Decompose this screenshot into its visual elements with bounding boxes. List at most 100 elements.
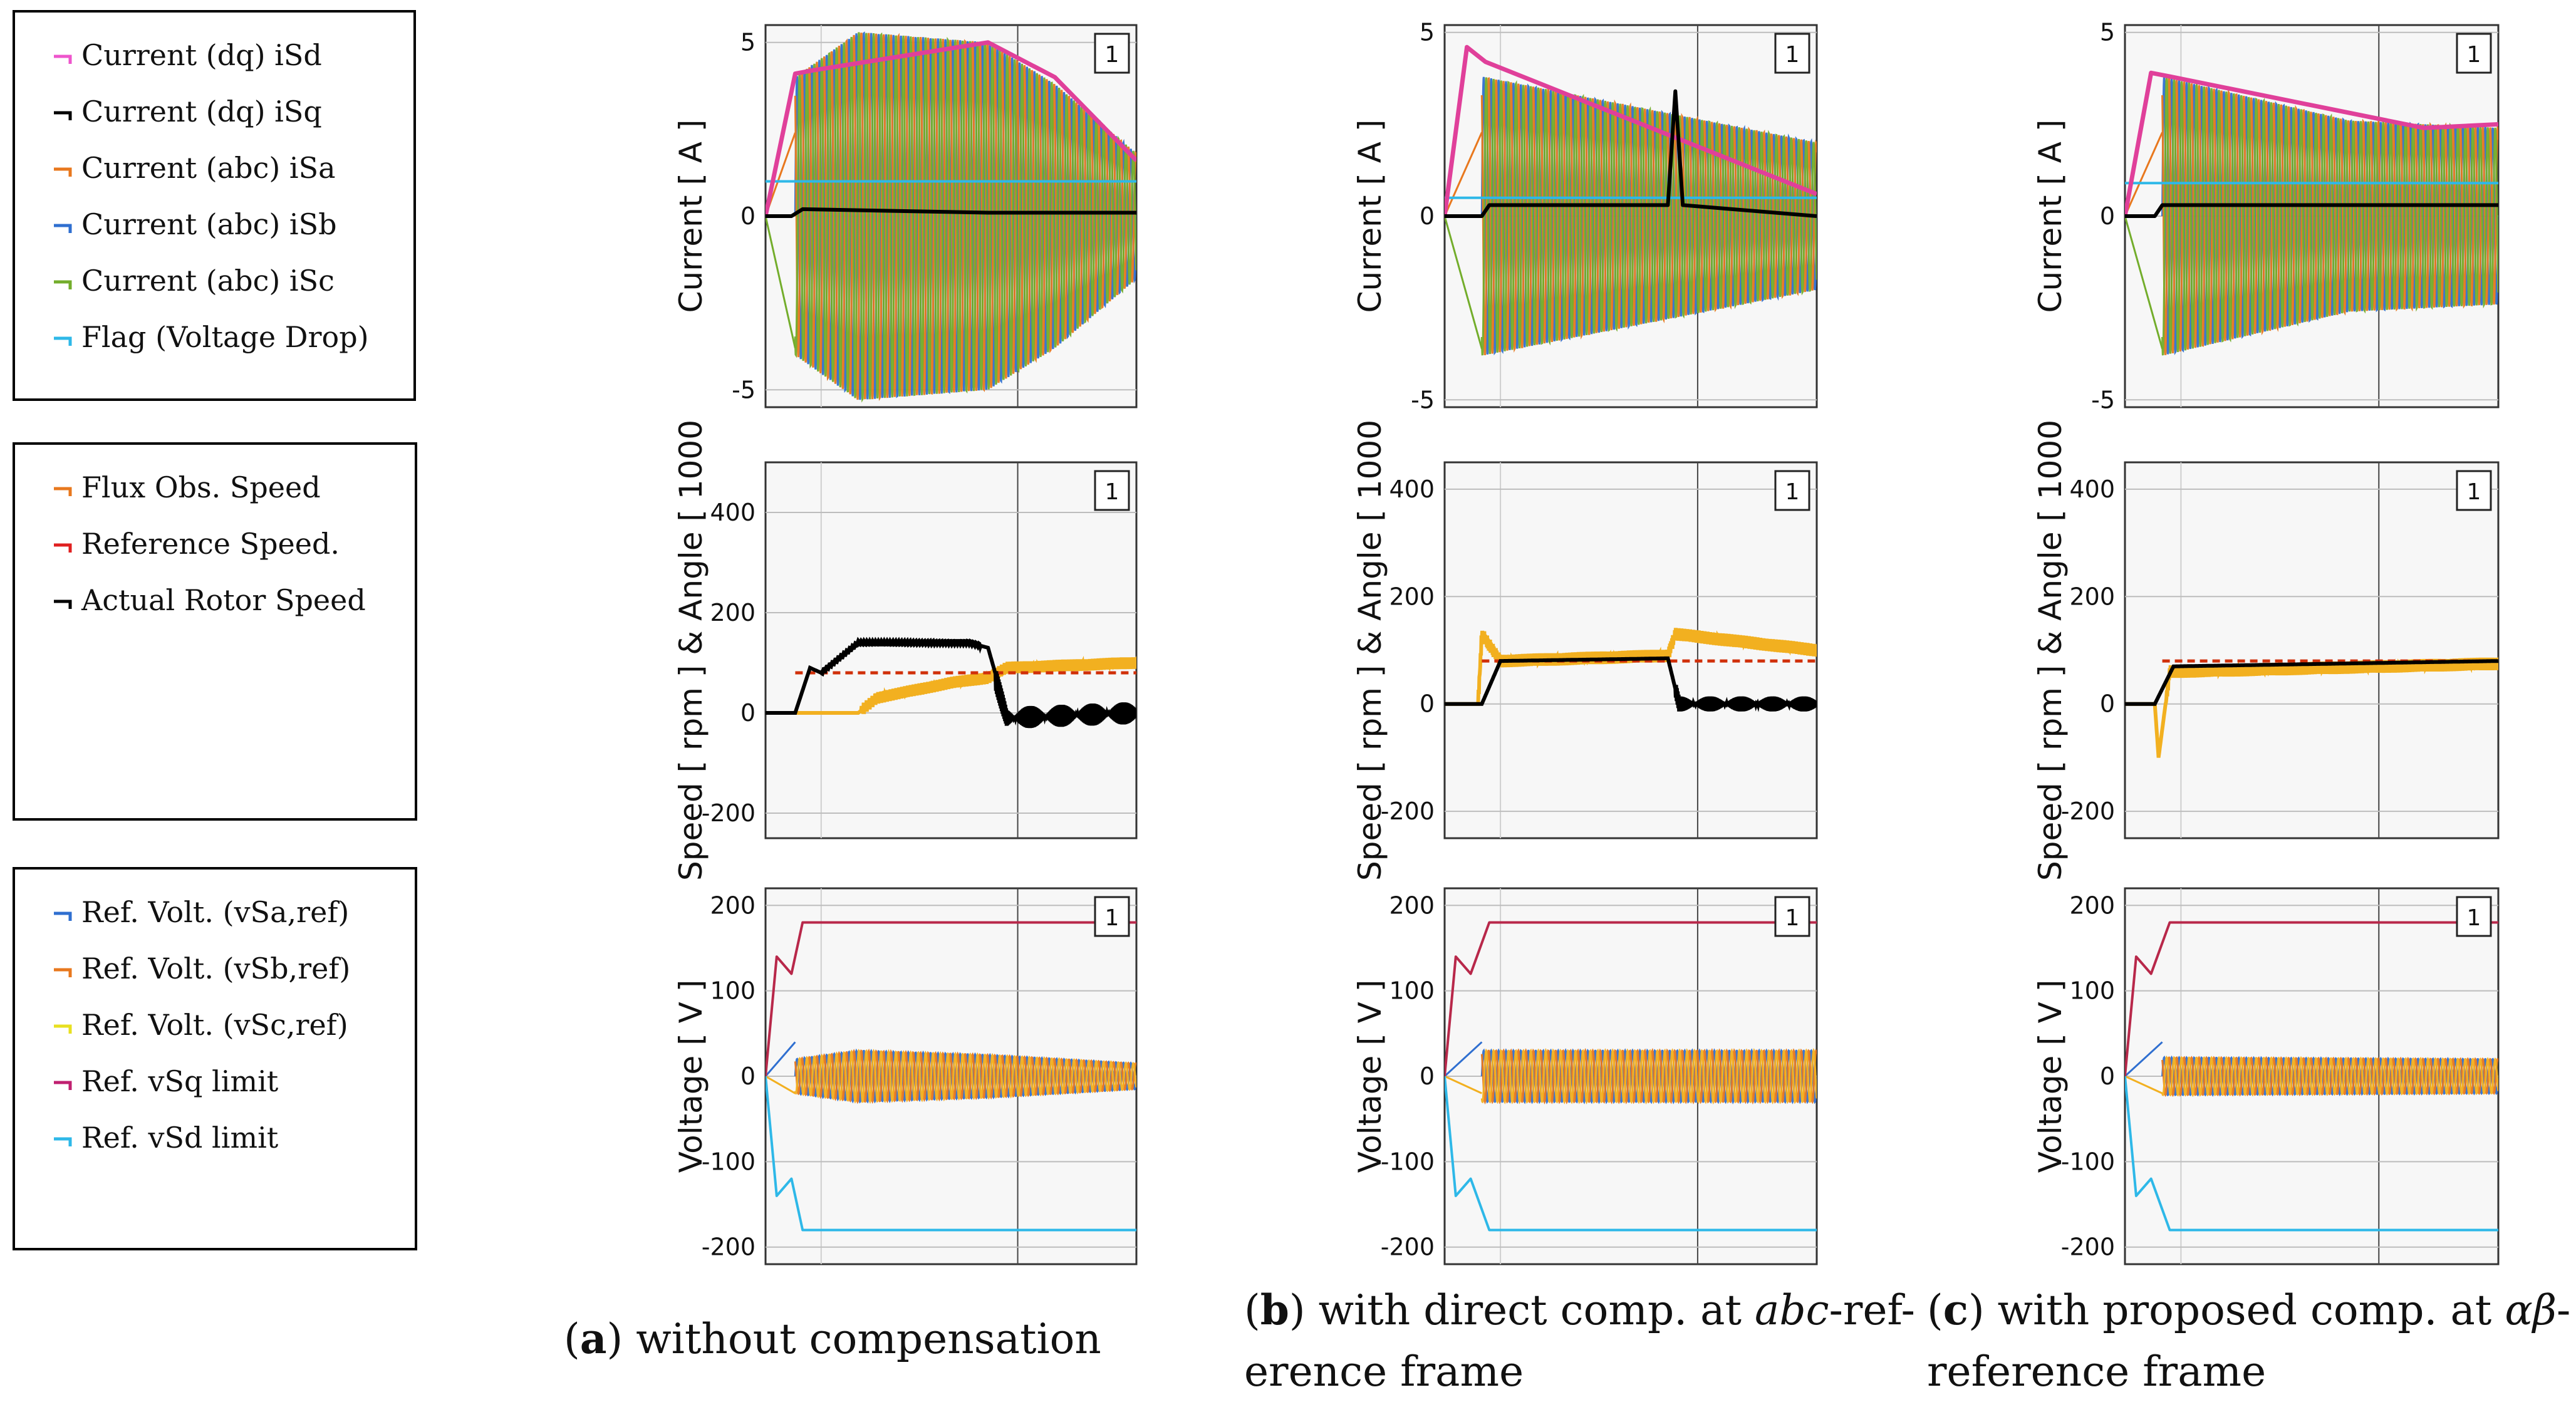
y-tick-label: 5 [740,29,756,56]
caption-a: (a) without compensation [564,1314,1101,1363]
badge-box [2456,33,2492,74]
badge-label: 1 [2467,42,2481,68]
current-abc-trace [2161,76,2498,356]
y-tick-label: -200 [702,799,756,827]
voltage-abc-trace [2161,1055,2498,1097]
current-isq-trace [766,207,1136,218]
legend-item: Current (abc) iSc [54,264,335,298]
badge-label: 1 [1105,42,1119,68]
caption-text: with direct comp. at [1319,1286,1755,1334]
caption-line1: (c) with proposed comp. at αβ- [1927,1285,2570,1334]
legend-label: Current (dq) iSd [81,38,322,72]
badge-label: 1 [1105,479,1119,505]
vsq-limit-trace [766,921,1136,1077]
legend-swatch [54,1137,72,1146]
badge-label: 1 [1785,905,1800,931]
legend-group: Current (dq) iSd Current (dq) iSq Current … [13,10,417,1250]
badge-box [2456,470,2492,511]
badge-label: 1 [1785,479,1800,505]
y-tick-label: 400 [710,499,756,526]
current-isd-trace [2125,70,2498,217]
legend-item: Current (dq) iSq [54,95,322,128]
y-tick-label: 200 [1389,583,1435,610]
current-startup-line [2125,215,2164,350]
plot-b-voltage: 1 200 100 0 -100 -200 Voltage [ V ] [1352,887,1818,1265]
legend-swatch [54,968,72,977]
y-tick-label: 0 [2100,202,2115,230]
current-startup-line [1445,215,1483,350]
rotor-speed-trace [1445,656,1817,712]
caption-paren: ) [1968,1286,1998,1334]
y-tick-label: -5 [1411,386,1435,413]
current-startup-line [2125,132,2163,217]
y-tick-label: -200 [1381,797,1435,825]
y-tick-label: -5 [2091,386,2115,413]
plot-inner [766,462,1136,838]
caption-text: with proposed comp. at [1998,1286,2505,1334]
voltage-abc-trace [2161,1056,2498,1098]
y-axis-label: Current [ A ] [1352,120,1388,313]
voltage-abc-trace [2161,1056,2498,1098]
badge-box [1774,896,1810,937]
current-abc-trace [1480,76,1817,356]
voltage-abc-trace [1480,1048,1817,1104]
legend-label: Current (abc) iSb [81,207,337,241]
badge-label: 1 [2467,479,2481,505]
y-axis-label: Speed [ rpm ] & Angle [ 1000 [2032,420,2069,881]
legend-swatch [54,55,72,64]
y-tick-label: 100 [1389,977,1435,1005]
current-abc-trace [1480,77,1817,356]
vsd-limit-trace [766,1076,1136,1232]
y-tick-label: 100 [2069,977,2115,1005]
caption-paren: ( [564,1315,580,1363]
voltage-startup-line [766,1041,796,1077]
legend-item: Actual Rotor Speed [54,583,366,617]
y-tick-label: 0 [1420,690,1435,718]
y-axis-label: Speed [ rpm ] & Angle [ 1000 [1352,420,1388,881]
caption-emphasis: αβ [2505,1286,2557,1334]
voltage-startup-line [766,1075,796,1094]
caption-tag: b [1260,1285,1289,1334]
current-abc-trace [794,32,1136,402]
legend-swatch [54,1081,72,1090]
y-tick-label: -100 [1381,1148,1435,1175]
y-axis-label: Current [ A ] [673,120,709,313]
plot-inner [1445,25,1817,407]
legend-item: Reference Speed. [54,527,340,561]
y-tick-label: -200 [2061,1233,2115,1261]
y-tick-label: -200 [2061,797,2115,825]
legend-label: Ref. Volt. (vSa,ref) [81,895,349,929]
badge-box [2456,896,2492,937]
legend-label: Ref. vSd limit [81,1121,279,1155]
y-tick-label: 200 [1389,891,1435,919]
y-tick-label: 0 [1420,202,1435,230]
plot-inner [1445,462,1817,838]
legend-label: Ref. Volt. (vSb,ref) [81,952,350,985]
legend-item: Ref. vSq limit [54,1064,279,1098]
caption-line2: reference frame [1927,1347,2266,1396]
legend-label: Ref. vSq limit [81,1064,279,1098]
voltage-abc-trace [794,1048,1136,1104]
y-tick-label: -200 [702,1233,756,1261]
current-isq-trace [1445,89,1817,218]
voltage-startup-line [1445,1075,1483,1094]
caption-line1: (a) without compensation [564,1314,1101,1363]
badge-box [1094,896,1130,937]
plot-c-voltage: 1 200 100 0 -100 -200 Voltage [ V ] [2032,887,2500,1265]
plot-inner [766,25,1136,407]
current-isq-trace [2125,203,2498,218]
y-tick-label: 0 [1420,1062,1435,1090]
legend-swatch [54,167,72,177]
voltage-startup-line [2125,1041,2163,1077]
plot-b-current: 1 5 0 -5 Current [ A ] [1352,19,1818,413]
legend-item: Current (abc) iSa [54,151,336,185]
current-abc-trace [794,31,1136,400]
voltage-startup-line [2125,1075,2163,1094]
y-tick-label: -100 [702,1148,756,1175]
flux-speed-trace [766,655,1136,715]
plot-a-voltage: 1 200 100 0 -100 -200 Voltage [ V ] [673,887,1138,1265]
legend-item: Ref. Volt. (vSb,ref) [54,952,350,985]
y-axis-label: Speed [ rpm ] & Angle [ 1000 [673,420,709,881]
badge-box [1774,33,1810,74]
legend-item: Ref. vSd limit [54,1121,279,1155]
